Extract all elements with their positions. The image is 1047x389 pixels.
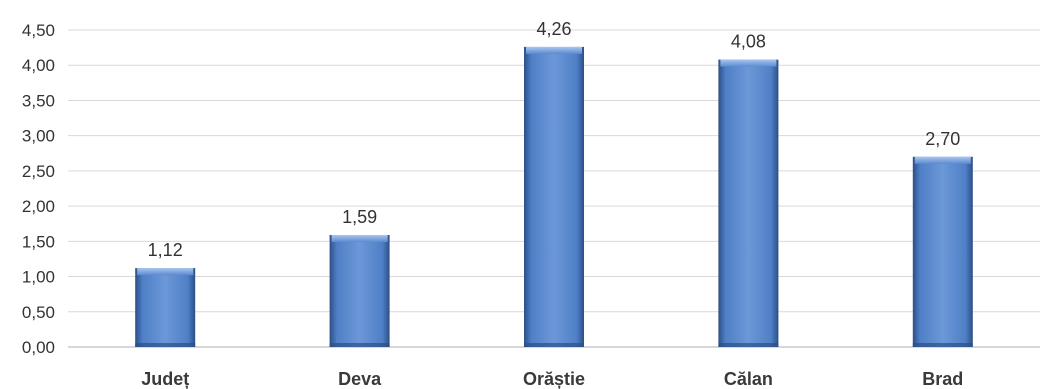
y-tick-label: 1,50 — [22, 232, 55, 251]
bar-cap — [914, 156, 971, 164]
x-tick-label: Brad — [922, 369, 963, 389]
bar-base — [135, 343, 196, 347]
y-tick-label: 2,50 — [22, 162, 55, 181]
bar-base — [329, 343, 390, 347]
bar-body — [329, 234, 390, 347]
bar-body — [135, 268, 196, 347]
bar-4 — [718, 59, 779, 347]
y-tick-label: 1,00 — [22, 268, 55, 287]
x-tick-label: Județ — [141, 369, 189, 389]
bar-body — [718, 59, 779, 347]
bar-2 — [329, 234, 390, 347]
bar-cap — [331, 234, 388, 242]
y-tick-label: 4,50 — [22, 21, 55, 40]
bar-cap — [137, 268, 194, 276]
y-tick-label: 0,00 — [22, 338, 55, 357]
y-tick-label: 3,00 — [22, 127, 55, 146]
bar-body — [524, 46, 584, 347]
y-tick-label: 4,00 — [22, 56, 55, 75]
bar-cap — [526, 46, 582, 54]
bar-base — [524, 343, 584, 347]
data-labels: 1,12 1,59 4,26 4,08 2,70 — [148, 19, 961, 260]
x-tick-label: Călan — [724, 369, 773, 389]
bars — [135, 46, 973, 347]
bar-base — [912, 343, 973, 347]
y-tick-label: 0,50 — [22, 303, 55, 322]
data-label: 1,12 — [148, 240, 183, 260]
y-tick-label: 3,50 — [22, 91, 55, 110]
data-label: 4,08 — [731, 32, 766, 52]
x-tick-label: Deva — [338, 369, 382, 389]
bar-5 — [912, 156, 973, 347]
data-label: 1,59 — [342, 207, 377, 227]
bar-cap — [720, 59, 777, 67]
bar-base — [718, 343, 779, 347]
bar-3 — [524, 46, 584, 347]
data-label: 4,26 — [536, 19, 571, 39]
x-tick-label: Orăștie — [523, 369, 585, 389]
y-tick-label: 2,00 — [22, 197, 55, 216]
x-axis-ticks: Județ Deva Orăștie Călan Brad — [141, 369, 963, 389]
bar-1 — [135, 268, 196, 347]
bar-body — [912, 156, 973, 347]
data-label: 2,70 — [925, 129, 960, 149]
y-axis-ticks: 0,00 0,50 1,00 1,50 2,00 2,50 3,00 3,50 4,00 4,50 — [22, 21, 55, 357]
